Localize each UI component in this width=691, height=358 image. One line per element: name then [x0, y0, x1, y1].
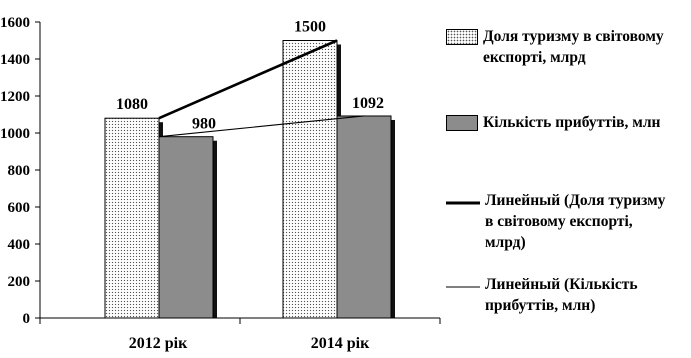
legend-swatch-tourism-share	[446, 29, 478, 45]
data-label: 1080	[116, 96, 148, 113]
bar-shadow	[213, 140, 217, 318]
data-label: 980	[192, 116, 216, 133]
legend-label-arrivals: Кількість прибуттів, млн	[483, 114, 661, 131]
y-tick-label: 1000	[0, 126, 30, 142]
legend-swatch-arrivals	[446, 115, 478, 131]
legend-swatch-trend-arrivals	[446, 286, 480, 288]
legend-label-tourism-share: Доля туризму в світовому експорті, млрд	[483, 28, 664, 66]
legend-item-trend-arrivals: Линейный (Кількість прибуттів, млн)	[446, 274, 685, 316]
bar-series-0-0	[104, 117, 160, 319]
y-tick-label: 800	[8, 163, 31, 179]
trendline-0	[158, 39, 338, 120]
y-tick-label: 0	[23, 311, 31, 327]
data-label: 1092	[352, 95, 384, 112]
chart-plot: 0 200 400 600 800 1000 1200 1400 1600 1080 980 150…	[0, 15, 441, 352]
x-category-label: 2014 рік	[311, 335, 370, 352]
legend-swatch-trend-tourism-share	[446, 201, 480, 205]
y-tick-label: 200	[8, 274, 31, 290]
y-tick-label: 1400	[0, 52, 30, 68]
bar-series-0-1	[282, 40, 338, 319]
y-tick-label: 600	[8, 200, 31, 216]
bar-series-1-1	[336, 115, 392, 319]
bar-shadow	[391, 119, 395, 318]
y-tick-label: 400	[8, 237, 31, 253]
bar-series-1-0	[158, 136, 214, 319]
legend: Доля туризму в світовому експорті, млрд …	[446, 0, 691, 358]
trendline-1	[158, 115, 365, 138]
legend-item-trend-tourism-share: Линейный (Доля туризму в світовому експо…	[446, 190, 675, 253]
y-tick-label: 1200	[0, 89, 30, 105]
legend-item-tourism-share: Доля туризму в світовому експорті, млрд	[446, 26, 673, 68]
x-category-label: 2012 рік	[129, 335, 188, 352]
data-label: 1500	[294, 19, 326, 36]
legend-label-trend-tourism-share: Линейный (Доля туризму в світовому експо…	[485, 192, 666, 251]
legend-item-arrivals: Кількість прибуттів, млн	[446, 112, 688, 133]
legend-label-trend-arrivals: Линейный (Кількість прибуттів, млн)	[485, 276, 638, 314]
y-tick-label: 1600	[0, 15, 30, 31]
